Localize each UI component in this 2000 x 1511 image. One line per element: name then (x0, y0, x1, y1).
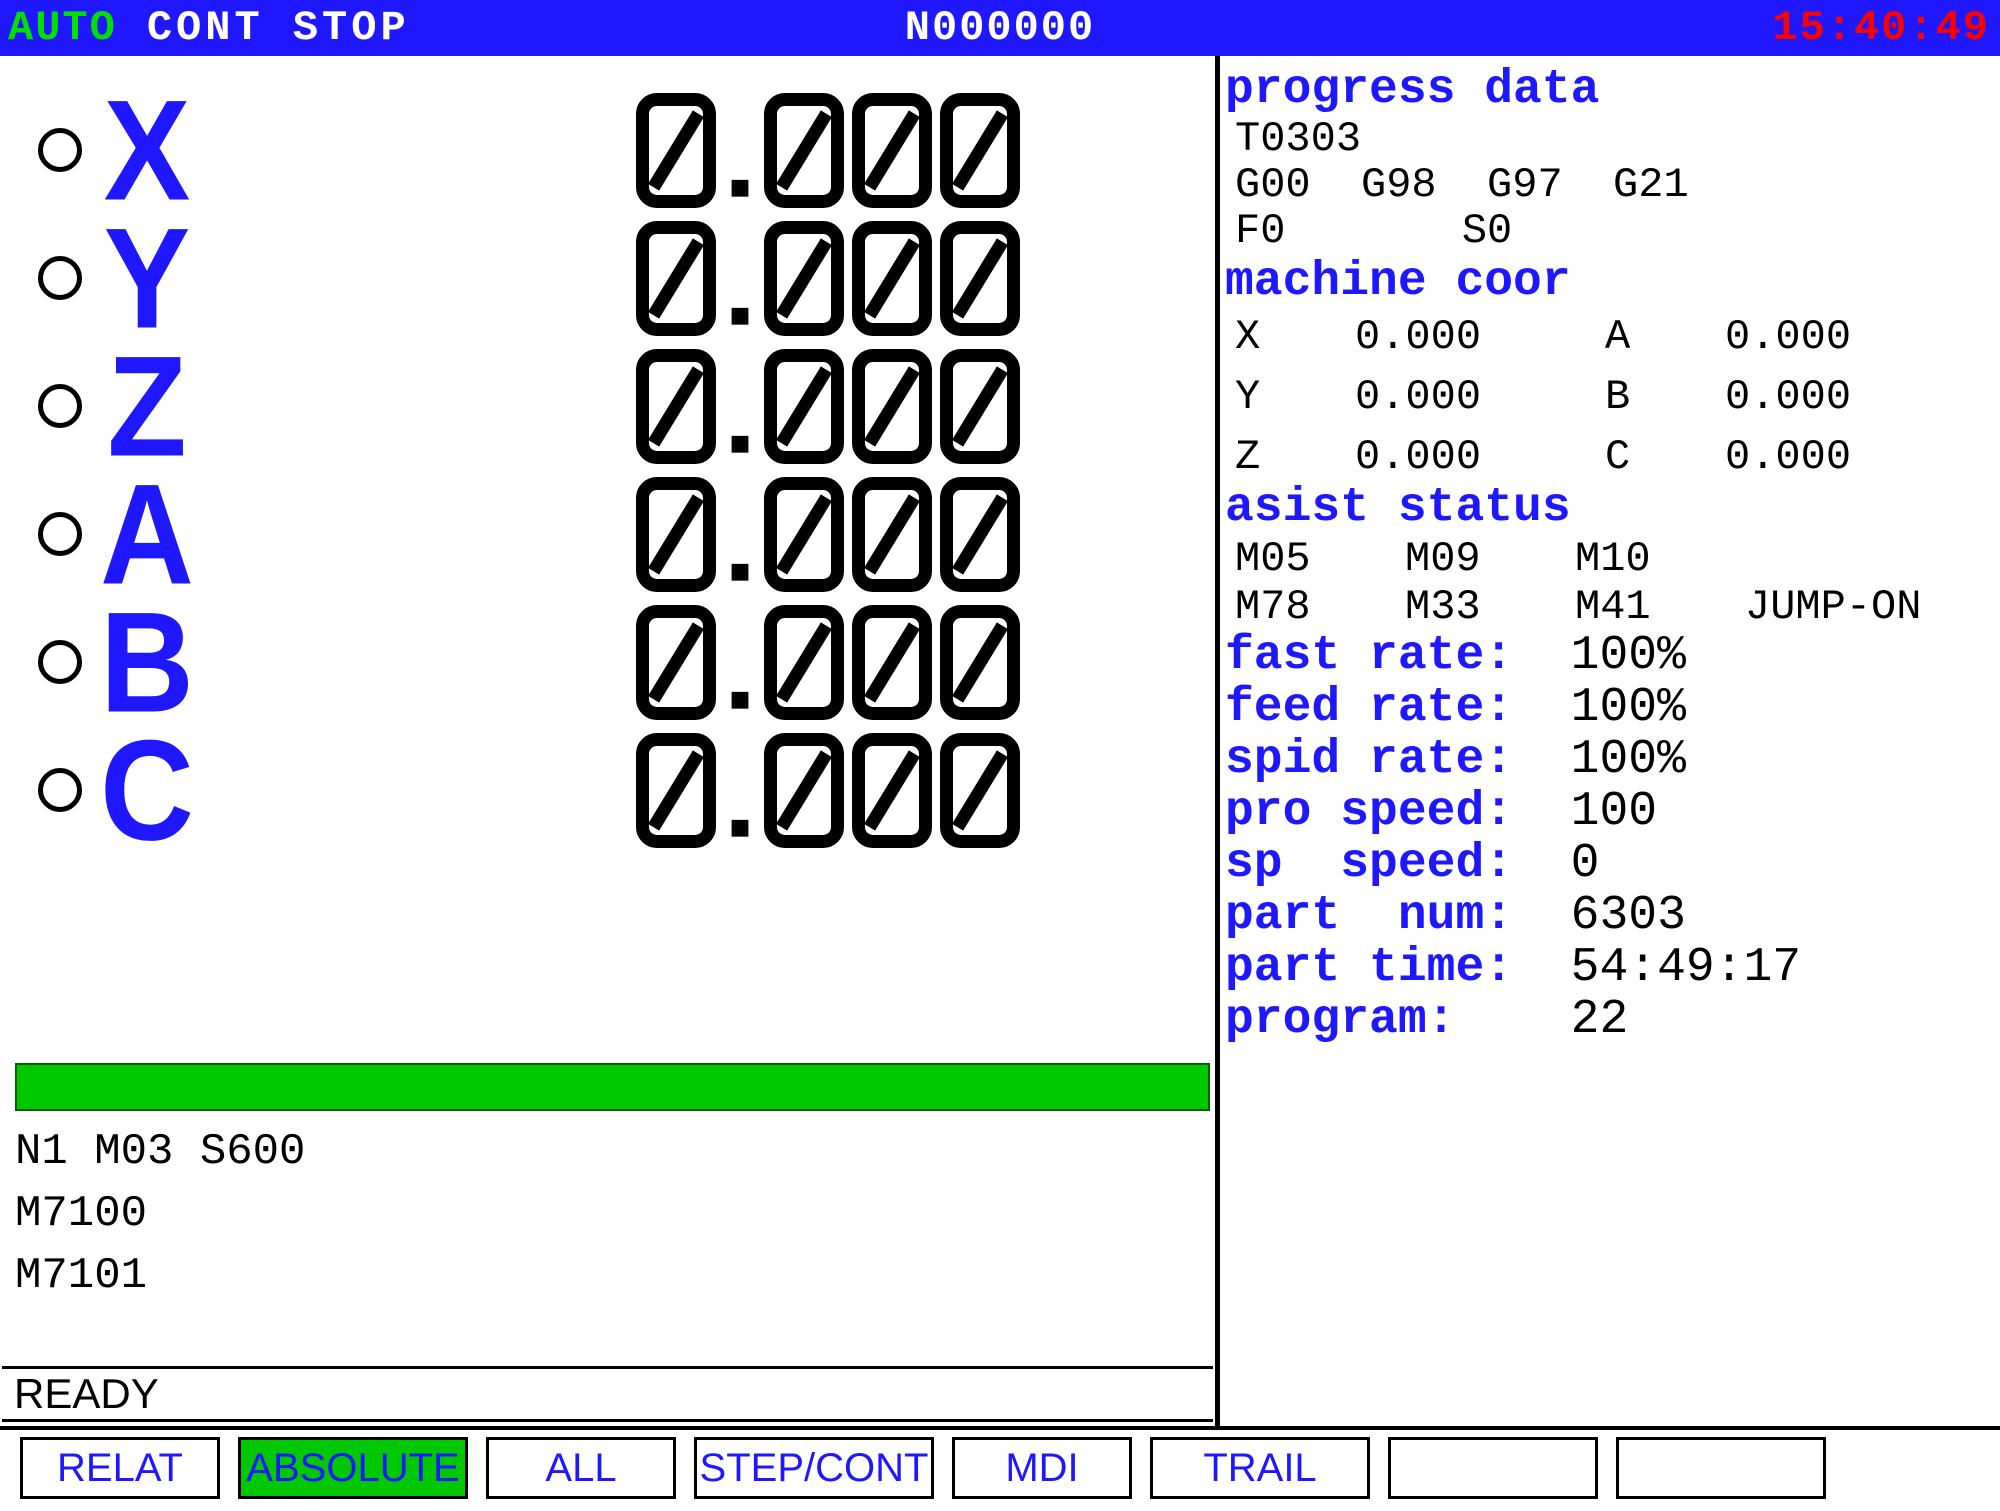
fn-button-step-cont[interactable]: STEP/CONT (694, 1437, 934, 1499)
rate-line: fast rate: 100% (1225, 632, 1995, 680)
highlight-bar (15, 1063, 1210, 1111)
rate-line: feed rate: 100% (1225, 684, 1995, 732)
axis-select-radio[interactable] (38, 640, 82, 684)
code-line: M7100 (15, 1183, 1210, 1245)
rate-label: fast rate: (1225, 629, 1571, 683)
axis-row-x: X (0, 86, 1215, 214)
coor-cell: 0.000 (1725, 316, 1945, 358)
machine-coor-grid: X 0.000 A 0.000 Y 0.000 B 0.000 Z 0.000 C 0.000 (1235, 316, 1995, 478)
asist-cell (1745, 538, 1995, 580)
code-line: M7101 (15, 1245, 1210, 1307)
rate-label: program: (1225, 993, 1571, 1047)
axis-select-radio[interactable] (38, 128, 82, 172)
feed-spindle-line: F0 S0 (1235, 210, 1995, 252)
axis-select-radio[interactable] (38, 256, 82, 300)
axis-select-radio[interactable] (38, 768, 82, 812)
axis-value (632, 93, 1024, 208)
rate-value: 100 (1571, 785, 1657, 839)
active-gcodes: G00 G98 G97 G21 (1235, 164, 1995, 206)
axis-select-radio[interactable] (38, 512, 82, 556)
program-number: N000000 (905, 4, 1095, 52)
info-panel: progress data T0303 G00 G98 G97 G21 F0 S… (1225, 60, 1995, 1420)
asist-cell: M78 (1235, 586, 1405, 628)
fn-button-trail[interactable]: TRAIL (1150, 1437, 1370, 1499)
fn-button-empty[interactable] (1616, 1437, 1826, 1499)
vertical-divider (1215, 56, 1220, 1426)
asist-cell: M05 (1235, 538, 1405, 580)
rate-value: 6303 (1571, 889, 1686, 943)
fn-button-absolute[interactable]: ABSOLUTE (238, 1437, 468, 1499)
coor-cell: 0.000 (1355, 376, 1575, 418)
axis-row-z: Z (0, 342, 1215, 470)
rate-line: part num: 6303 (1225, 892, 1995, 940)
axis-value (632, 221, 1024, 336)
fn-button-empty[interactable] (1388, 1437, 1598, 1499)
asist-heading: asist status (1225, 484, 1995, 532)
axis-value (632, 477, 1024, 592)
axis-row-a: A (0, 470, 1215, 598)
rate-label: sp speed: (1225, 837, 1571, 891)
rate-value: 100% (1571, 733, 1686, 787)
rate-label: part time: (1225, 941, 1571, 995)
rate-value: 22 (1571, 993, 1629, 1047)
asist-cell: M09 (1405, 538, 1575, 580)
fn-button-mdi[interactable]: MDI (952, 1437, 1132, 1499)
rate-line: part time: 54:49:17 (1225, 944, 1995, 992)
coor-cell: A (1605, 316, 1695, 358)
clock-display: 15:40:49 (1772, 4, 1990, 52)
coor-cell: 0.000 (1355, 436, 1575, 478)
header-bar: AUTO CONT STOP N000000 15:40:49 (0, 0, 2000, 56)
axis-value (632, 733, 1024, 848)
rate-label: spid rate: (1225, 733, 1571, 787)
axis-value (632, 349, 1024, 464)
status-line: READY (2, 1366, 1213, 1422)
coor-cell: Y (1235, 376, 1325, 418)
rate-label: pro speed: (1225, 785, 1571, 839)
coor-cell: X (1235, 316, 1325, 358)
axis-value (632, 605, 1024, 720)
axis-select-radio[interactable] (38, 384, 82, 428)
fn-button-all[interactable]: ALL (486, 1437, 676, 1499)
rate-value: 100% (1571, 629, 1686, 683)
rate-line: spid rate: 100% (1225, 736, 1995, 784)
code-line: N1 M03 S600 (15, 1121, 1210, 1183)
asist-cell: M33 (1405, 586, 1575, 628)
rate-label: part num: (1225, 889, 1571, 943)
machine-coor-heading: machine coor (1225, 258, 1995, 306)
asist-cell: JUMP-ON (1745, 586, 1995, 628)
rate-value: 0 (1571, 837, 1600, 891)
coor-cell: 0.000 (1725, 436, 1945, 478)
asist-grid: M05M09M10 M78M33M41JUMP-ON (1235, 538, 1995, 628)
rate-line: pro speed: 100 (1225, 788, 1995, 836)
mode-indicator: AUTO (8, 4, 117, 52)
axis-readout-panel: X Y Z (0, 56, 1215, 1426)
coor-cell: 0.000 (1355, 316, 1575, 358)
coor-cell: Z (1235, 436, 1325, 478)
asist-cell: M10 (1575, 538, 1745, 580)
coor-cell: B (1605, 376, 1695, 418)
fn-button-relat[interactable]: RELAT (20, 1437, 220, 1499)
program-code-block: N1 M03 S600M7100M7101 (15, 1121, 1210, 1307)
axis-row-b: B (0, 598, 1215, 726)
status-text: READY (14, 1370, 159, 1418)
cont-stop-indicator: CONT STOP (147, 4, 410, 52)
axis-row-c: C (0, 726, 1215, 854)
function-button-bar: RELAT ABSOLUTE ALL STEP/CONT MDI TRAIL (0, 1426, 2000, 1506)
rate-line: program: 22 (1225, 996, 1995, 1044)
tool-number: T0303 (1235, 118, 1995, 160)
rate-label: feed rate: (1225, 681, 1571, 735)
coor-cell: C (1605, 436, 1695, 478)
asist-cell: M41 (1575, 586, 1745, 628)
rate-value: 100% (1571, 681, 1686, 735)
axis-row-y: Y (0, 214, 1215, 342)
rate-line: sp speed: 0 (1225, 840, 1995, 888)
rate-value: 54:49:17 (1571, 941, 1801, 995)
coor-cell: 0.000 (1725, 376, 1945, 418)
rates-block: fast rate: 100%feed rate: 100%spid rate:… (1225, 632, 1995, 1044)
axis-label: C (92, 719, 202, 862)
progress-heading: progress data (1225, 66, 1995, 114)
